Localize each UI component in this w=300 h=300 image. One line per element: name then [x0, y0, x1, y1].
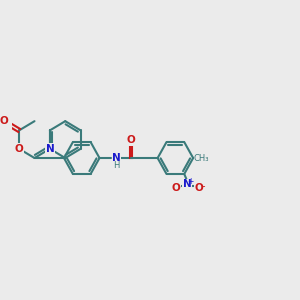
Text: N: N: [46, 144, 54, 154]
Text: O: O: [127, 135, 135, 145]
Text: N: N: [112, 153, 121, 163]
Text: O: O: [172, 183, 181, 193]
Text: O: O: [15, 144, 23, 154]
Text: CH₃: CH₃: [194, 154, 209, 163]
Text: +: +: [188, 177, 194, 186]
Text: -: -: [202, 182, 206, 191]
Text: O: O: [0, 116, 9, 127]
Text: O: O: [194, 183, 203, 193]
Text: H: H: [113, 161, 120, 170]
Text: N: N: [183, 179, 191, 189]
